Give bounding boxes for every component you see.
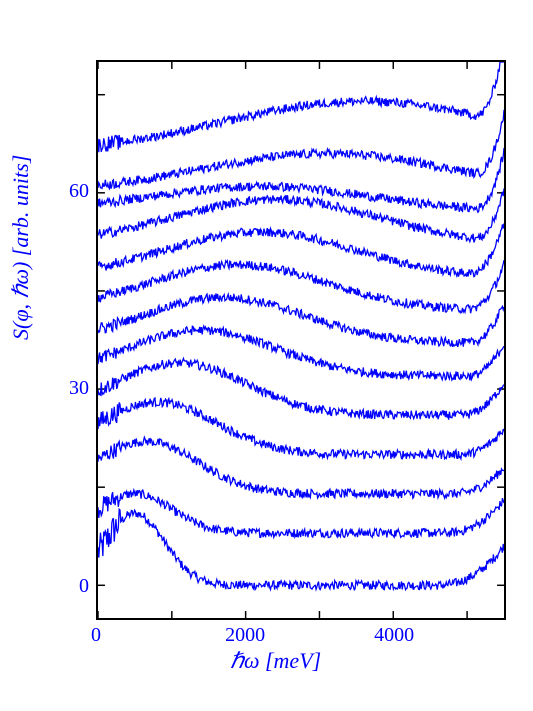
- y-tick-label: 30: [69, 377, 89, 400]
- spectrum-curve: [98, 62, 504, 152]
- spectrum-curve: [98, 437, 504, 498]
- x-axis-label-text: ℏω [meV]: [230, 648, 321, 673]
- spectrum-curve: [98, 110, 504, 189]
- y-axis-label-text: S(φ, ℏω) [arb. units]: [8, 155, 33, 340]
- y-tick-label: 60: [69, 180, 89, 203]
- y-tick-label: 0: [79, 575, 89, 598]
- chart-curves: [98, 62, 504, 590]
- y-axis-label: S(φ, ℏω) [arb. units]: [8, 155, 34, 340]
- spectrum-curve: [98, 509, 504, 590]
- spectrum-curve: [98, 326, 504, 380]
- spectrum-curve: [98, 490, 504, 538]
- chart-svg: [98, 62, 504, 618]
- x-tick-label: 0: [91, 624, 101, 647]
- x-tick-label: 4000: [374, 624, 414, 647]
- spectrum-curve: [98, 358, 504, 419]
- spectrum-curve: [98, 223, 504, 276]
- x-axis-label: ℏω [meV]: [230, 648, 321, 674]
- chart-plot-box: [96, 60, 506, 620]
- x-tick-label: 2000: [225, 624, 265, 647]
